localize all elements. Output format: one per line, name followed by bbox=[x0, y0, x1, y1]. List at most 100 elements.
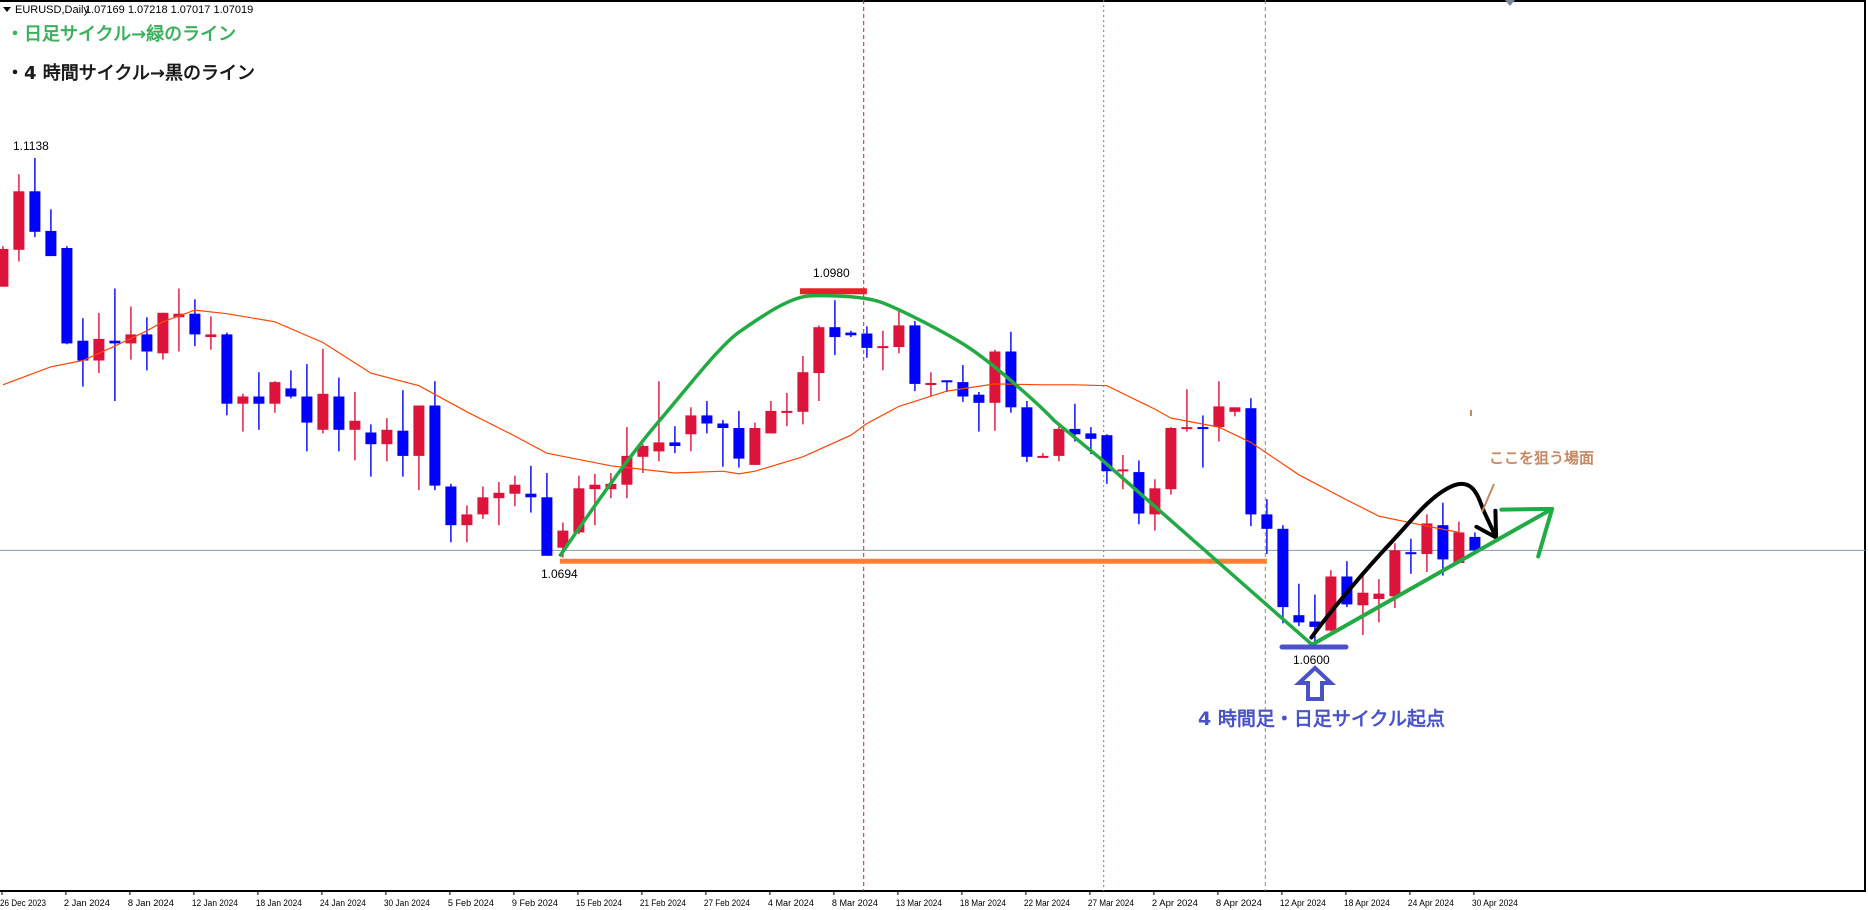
candle-body bbox=[989, 351, 1001, 403]
candle bbox=[445, 483, 457, 543]
candle-body bbox=[413, 405, 425, 456]
candle bbox=[813, 325, 825, 401]
candle bbox=[1213, 381, 1225, 442]
target-note: ここを狙う場面 bbox=[1489, 449, 1594, 467]
candle bbox=[909, 320, 921, 392]
x-axis-label: 4 Mar 2024 bbox=[768, 898, 814, 908]
candle bbox=[1165, 427, 1177, 495]
candle bbox=[429, 381, 441, 491]
candle-body bbox=[381, 429, 393, 445]
candle-body bbox=[717, 423, 729, 428]
candle bbox=[1101, 434, 1113, 484]
candle bbox=[333, 377, 345, 452]
candle bbox=[1245, 398, 1257, 527]
candle-body bbox=[621, 455, 633, 485]
candle-body bbox=[77, 340, 89, 361]
candle bbox=[413, 405, 425, 491]
candle bbox=[1069, 403, 1081, 442]
candle bbox=[525, 465, 537, 513]
candle-body bbox=[1389, 550, 1401, 597]
horizontal-lines bbox=[0, 288, 1865, 564]
candle bbox=[733, 410, 745, 468]
candle-body bbox=[1069, 428, 1081, 435]
candle-body bbox=[317, 393, 329, 430]
candle-body bbox=[301, 396, 313, 423]
candle-body bbox=[909, 325, 921, 384]
candle-body bbox=[1213, 406, 1225, 428]
candle bbox=[285, 370, 297, 399]
candle bbox=[669, 426, 681, 454]
candle bbox=[45, 209, 57, 257]
candle-body bbox=[189, 313, 201, 335]
candle-body bbox=[1405, 552, 1417, 555]
candle-body bbox=[1325, 576, 1337, 631]
candle bbox=[685, 407, 697, 452]
candle-body bbox=[1453, 532, 1465, 563]
candle-body bbox=[509, 484, 521, 494]
candle-body bbox=[1149, 488, 1161, 515]
candle bbox=[301, 364, 313, 452]
candle-body bbox=[477, 497, 489, 515]
candle bbox=[109, 288, 121, 401]
candle bbox=[61, 246, 73, 345]
candle-body bbox=[1085, 433, 1097, 439]
candle-body bbox=[285, 388, 297, 397]
candle bbox=[477, 486, 489, 519]
candle-body bbox=[1165, 428, 1177, 490]
candle bbox=[13, 174, 25, 262]
symbol-dropdown-icon[interactable] bbox=[3, 7, 11, 12]
candle-body bbox=[925, 383, 937, 385]
candle bbox=[253, 372, 265, 430]
candle bbox=[349, 392, 361, 461]
target-pointer-line bbox=[1481, 483, 1495, 513]
candle bbox=[925, 372, 937, 397]
scroll-marker-icon[interactable] bbox=[1505, 0, 1515, 6]
candle-body bbox=[1101, 435, 1113, 472]
candle bbox=[509, 475, 521, 507]
candle bbox=[637, 444, 649, 473]
candle bbox=[1293, 583, 1305, 626]
candle-body bbox=[461, 514, 473, 526]
candles bbox=[0, 158, 1481, 643]
candle-body bbox=[0, 248, 9, 287]
candle bbox=[237, 393, 249, 432]
candle-body bbox=[1357, 592, 1369, 606]
candle bbox=[861, 326, 873, 358]
candle-body bbox=[893, 325, 905, 347]
candle bbox=[1437, 502, 1449, 576]
x-axis-label: 15 Feb 2024 bbox=[576, 898, 622, 908]
candle bbox=[157, 312, 169, 360]
candle bbox=[93, 312, 105, 374]
candle-body bbox=[109, 340, 121, 344]
candle-body bbox=[157, 312, 169, 354]
candle-body bbox=[669, 442, 681, 446]
candle-body bbox=[781, 410, 793, 413]
candle-body bbox=[445, 486, 457, 526]
candle bbox=[1325, 570, 1337, 632]
candle bbox=[1421, 514, 1433, 572]
candle bbox=[845, 330, 857, 338]
candle bbox=[877, 330, 889, 371]
candle bbox=[941, 380, 953, 392]
cycle-start-note: 4 時間足・日足サイクル起点 bbox=[1198, 708, 1445, 730]
candle-body bbox=[237, 396, 249, 404]
x-axis-label: 30 Apr 2024 bbox=[1472, 898, 1518, 908]
candle-body bbox=[525, 493, 537, 498]
candle-body bbox=[573, 488, 585, 533]
candle-body bbox=[1245, 408, 1257, 515]
candle-body bbox=[13, 191, 25, 250]
candle bbox=[141, 317, 153, 371]
candle-body bbox=[1181, 427, 1193, 430]
candle-body bbox=[861, 333, 873, 348]
x-axis-label: 24 Jan 2024 bbox=[320, 898, 366, 908]
candle-body bbox=[493, 492, 505, 499]
up-arrow-icon bbox=[1293, 665, 1337, 701]
candle-body bbox=[205, 334, 217, 338]
candle-body bbox=[685, 415, 697, 435]
x-axis-label: 18 Mar 2024 bbox=[960, 898, 1006, 908]
candle-body bbox=[877, 346, 889, 349]
candle-body bbox=[701, 415, 713, 424]
candle bbox=[717, 419, 729, 467]
